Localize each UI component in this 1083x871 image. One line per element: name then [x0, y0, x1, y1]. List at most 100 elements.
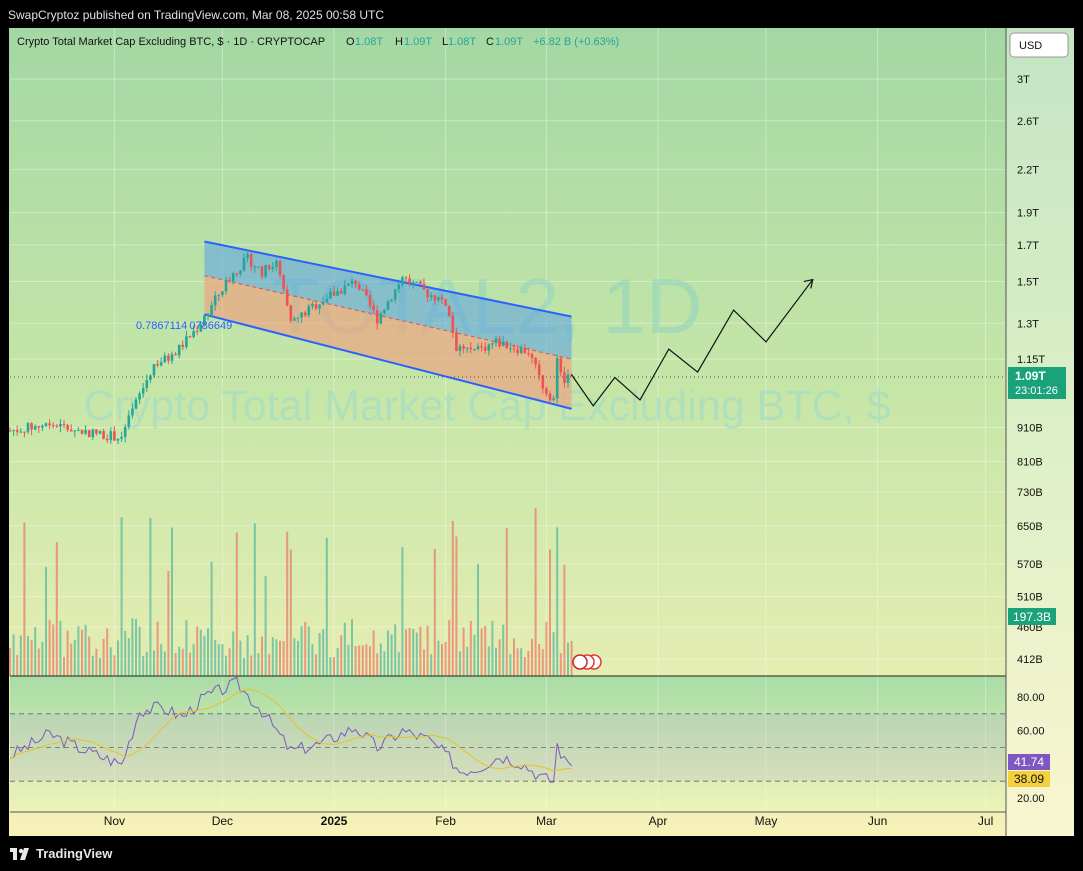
candle-body — [152, 364, 156, 376]
candle-body — [419, 281, 422, 285]
volume-bar — [329, 657, 332, 676]
volume-bar — [109, 647, 112, 676]
volume-bar — [513, 638, 515, 676]
candle-body — [9, 430, 12, 432]
candle-body — [311, 304, 314, 307]
time-tick-label: Dec — [212, 814, 233, 828]
volume-bar — [297, 640, 299, 676]
volume-bar — [365, 644, 368, 676]
candle-body — [275, 260, 278, 267]
us-flag-icon — [572, 654, 588, 670]
volume-bar — [397, 652, 400, 676]
volume-badge-value: 197.3B — [1013, 610, 1051, 624]
candle-body — [527, 353, 530, 355]
price-tick-label: 510B — [1017, 592, 1043, 604]
candle-body — [231, 273, 235, 282]
chart-svg[interactable]: TOTAL2, 1D Crypto Total Market Cap Exclu… — [9, 28, 1074, 836]
projection-path[interactable] — [571, 278, 814, 407]
volume-bar — [549, 549, 551, 676]
candle-body — [84, 430, 87, 434]
currency-button[interactable]: USD — [1009, 32, 1069, 58]
candle-body — [249, 253, 253, 268]
volume-bar — [264, 575, 267, 676]
price-axis[interactable]: 3T 2.6T 2.2T 1.9T 1.7T 1.5T 1.3T 1.15T 910B 810B 7… — [1017, 74, 1045, 666]
volume-bar — [545, 621, 548, 676]
candle-body — [123, 427, 127, 437]
volume-bar — [156, 621, 159, 676]
volume-bar — [343, 622, 346, 676]
price-tick-label: 1.15T — [1017, 354, 1045, 366]
volume-bar — [570, 640, 573, 676]
candle-body — [365, 289, 368, 296]
volume-bar — [390, 634, 393, 676]
rsi-axis[interactable]: 80.00 60.00 20.00 — [1017, 692, 1045, 805]
volume-bar — [340, 635, 343, 676]
footer-logo[interactable]: TradingView — [10, 846, 112, 861]
candle-body — [303, 312, 307, 316]
candle-body — [372, 305, 375, 311]
candle-body — [271, 266, 275, 270]
volume-bar — [286, 531, 289, 676]
candle-body — [559, 358, 563, 373]
volume-bar — [268, 653, 271, 676]
volume-bar — [509, 654, 512, 676]
o-value: 1.08T — [355, 36, 383, 48]
volume-bar — [275, 639, 278, 676]
volume-bar — [16, 654, 19, 676]
candle-body — [444, 299, 447, 306]
volume-bar — [73, 639, 76, 676]
candle-body — [307, 306, 311, 316]
volume-bar — [217, 644, 220, 676]
volume-bar — [523, 656, 526, 676]
time-tick-label: Jul — [978, 814, 993, 828]
c-value: 1.09T — [495, 36, 523, 48]
watermark-description: Crypto Total Market Cap Excluding BTC, $ — [84, 382, 891, 430]
h-label: H — [395, 36, 403, 48]
volume-bar — [527, 650, 530, 676]
candle-body — [354, 280, 357, 285]
candle-body — [523, 347, 527, 354]
candle-body — [552, 398, 555, 401]
candle-body — [545, 388, 548, 394]
price-tick-label: 1.9T — [1017, 207, 1039, 219]
candle-body — [206, 314, 210, 316]
candle-body — [465, 347, 469, 349]
volume-bar — [127, 638, 130, 676]
time-tick-label: Jun — [868, 814, 887, 828]
candle-body — [145, 380, 149, 389]
candle-body — [213, 295, 217, 306]
candle-body — [314, 304, 318, 309]
candle-body — [537, 364, 541, 376]
time-axis[interactable]: Nov Dec 2025 Feb Mar Apr May Jun Jul — [10, 811, 1006, 828]
candle-body — [210, 305, 213, 315]
volume-bar — [243, 657, 245, 676]
candle-body — [541, 375, 545, 389]
price-badge-value: 1.09T — [1015, 369, 1046, 383]
candle-body — [350, 280, 354, 284]
volume-bar — [77, 626, 80, 676]
time-tick-label: Nov — [104, 814, 125, 828]
candle-body — [498, 338, 501, 347]
volume-bar — [437, 640, 440, 676]
volume-bar — [131, 618, 134, 676]
candle-body — [253, 266, 257, 268]
candle-body — [397, 284, 401, 290]
candle-body — [530, 353, 534, 358]
volume-bar — [12, 634, 15, 676]
volume-bar — [347, 644, 350, 676]
candle-body — [174, 354, 177, 356]
candle-body — [131, 408, 134, 416]
time-tick-label: Feb — [435, 814, 456, 828]
price-axis-bg — [1006, 28, 1074, 836]
volume-bar — [480, 628, 483, 676]
c-label: C — [486, 36, 494, 48]
candle-body — [437, 297, 440, 301]
chart-frame[interactable]: TOTAL2, 1D Crypto Total Market Cap Exclu… — [9, 28, 1074, 836]
volume-bar — [383, 651, 386, 676]
volume-bar — [70, 643, 73, 676]
volume-bar — [138, 626, 141, 676]
price-tick-label: 3T — [1017, 74, 1030, 86]
volume-bar — [361, 645, 364, 676]
volume-bar — [322, 629, 325, 676]
event-markers[interactable] — [572, 654, 602, 670]
